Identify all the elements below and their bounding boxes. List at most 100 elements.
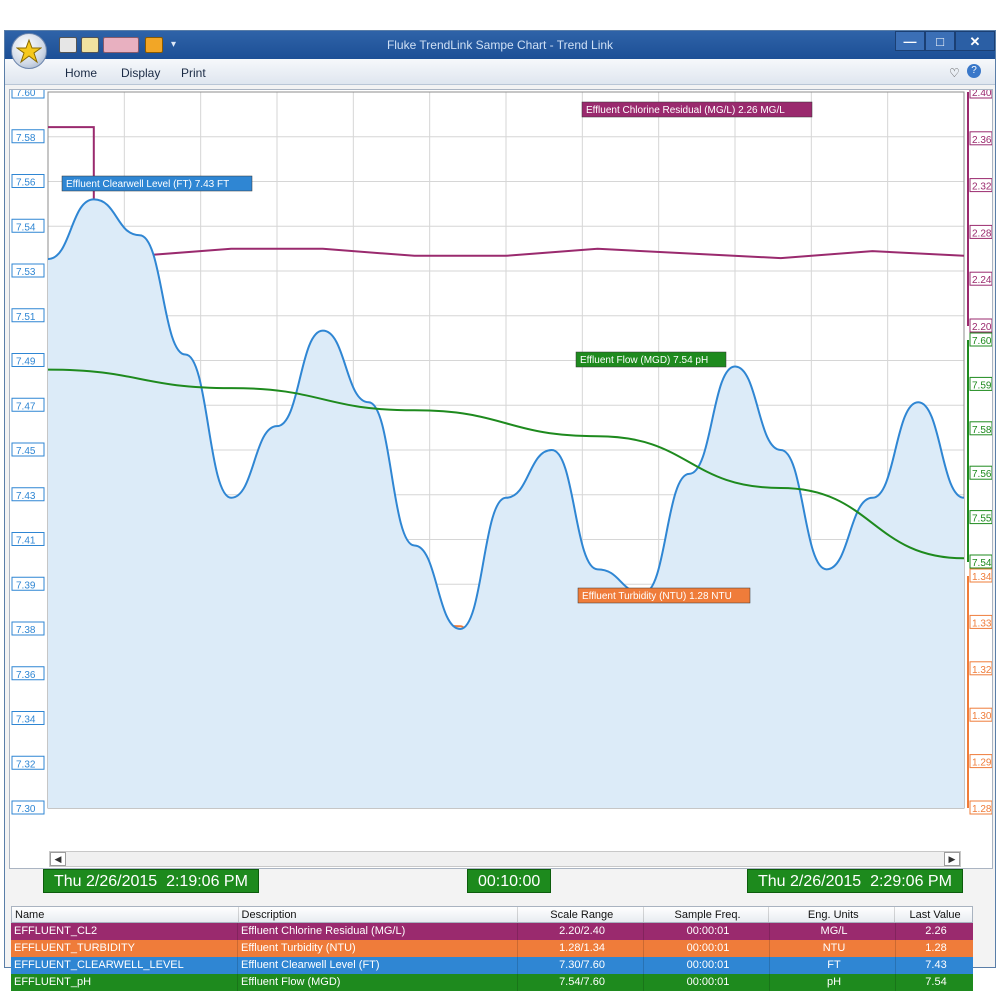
ribbon-menu: Home Display Print ♡ ? xyxy=(5,59,995,85)
help-icon[interactable]: ? xyxy=(967,64,981,78)
cell-scale-range: 7.54/7.60 xyxy=(518,974,644,991)
star-logo-icon xyxy=(16,38,42,64)
cell-sample-freq: 00:00:01 xyxy=(644,974,770,991)
cell-scale-range: 2.20/2.40 xyxy=(518,923,644,940)
cell-scale-range: 7.30/7.60 xyxy=(518,957,644,974)
clearwell-level-area xyxy=(48,199,964,809)
left-axis-tick-label: 7.34 xyxy=(16,715,36,726)
quick-access-icon-2[interactable] xyxy=(81,37,99,53)
cell-sample-freq: 00:00:01 xyxy=(644,957,770,974)
cell-description: Effluent Chlorine Residual (MG/L) xyxy=(238,923,518,940)
pen-table-header: Name Description Scale Range Sample Freq… xyxy=(11,906,973,923)
right-axis-tick-label-flow: 7.60 xyxy=(972,336,992,347)
header-scale-range[interactable]: Scale Range xyxy=(518,907,644,922)
left-axis-tick-box xyxy=(11,442,45,457)
table-row[interactable]: EFFLUENT_CL2 Effluent Chlorine Residual … xyxy=(11,923,973,940)
left-axis-tick-box xyxy=(11,576,45,591)
series-line xyxy=(47,368,965,560)
right-axis-tick-label-turb: 1.28 xyxy=(972,804,992,815)
end-time-box[interactable]: Thu 2/26/2015 2:29:06 PM xyxy=(747,869,963,893)
scroll-right-button[interactable]: ▶ xyxy=(944,852,960,866)
menu-home[interactable]: Home xyxy=(65,66,98,80)
right-axis-tick-label-cl2: 2.28 xyxy=(972,228,992,239)
right-axis-tick-label-cl2: 2.32 xyxy=(972,182,992,193)
cell-eng-units: MG/L xyxy=(770,923,896,940)
start-time-box[interactable]: Thu 2/26/2015 2:19:06 PM xyxy=(43,869,259,893)
left-axis-tick-box xyxy=(11,532,45,546)
header-last-value[interactable]: Last Value xyxy=(909,909,961,921)
left-axis-tick-box xyxy=(11,353,45,367)
cell-sample-freq: 00:00:01 xyxy=(644,923,770,940)
time-span-box[interactable]: 00:10:00 xyxy=(467,869,552,893)
minimize-button[interactable]: — xyxy=(895,31,925,51)
cell-sample-freq: 00:00:01 xyxy=(644,940,770,957)
left-axis-tick-label: 7.32 xyxy=(16,759,36,770)
series-label-flow: Effluent Flow (MGD) 7.54 pH xyxy=(580,355,708,366)
cell-name: EFFLUENT_pH xyxy=(11,974,238,991)
left-axis-tick-label: 7.39 xyxy=(16,580,36,591)
cell-name: EFFLUENT_CLEARWELL_LEVEL xyxy=(11,957,238,974)
cell-description: Effluent Clearwell Level (FT) xyxy=(238,957,518,974)
left-axis-tick-box xyxy=(11,218,45,233)
left-axis-tick-label: 7.51 xyxy=(16,312,36,323)
left-axis-tick-label: 7.45 xyxy=(16,446,36,457)
title-bar: ▾ Fluke TrendLink Sampe Chart - Trend Li… xyxy=(5,31,995,69)
left-axis-tick-box xyxy=(11,666,45,681)
left-axis-tick-box xyxy=(11,129,45,144)
header-name[interactable]: Name xyxy=(12,907,239,922)
quick-access-icon-3[interactable] xyxy=(103,37,139,53)
trend-chart[interactable]: 7.60 7.58 7.56 7.54 7.53 7.51 7.49 7.47 7.45 7.43… xyxy=(9,84,993,869)
right-axis-tick-label-flow: 7.58 xyxy=(972,425,992,436)
quick-access-icon-4[interactable] xyxy=(145,37,163,53)
series-label-cl2: Effluent Chlorine Residual (MG/L) 2.26 M… xyxy=(586,105,785,116)
menu-display[interactable]: Display xyxy=(121,66,161,80)
cell-eng-units: FT xyxy=(770,957,896,974)
right-axis-tick-label-flow: 7.54 xyxy=(972,558,992,569)
left-axis-tick-box xyxy=(11,263,45,278)
left-axis-tick-box xyxy=(11,174,45,188)
right-axis-tick-label-turb: 1.33 xyxy=(972,618,992,629)
left-axis-tick-label: 7.47 xyxy=(16,401,36,412)
left-axis-tick-label: 7.30 xyxy=(16,804,36,815)
left-axis-tick-box xyxy=(11,397,45,412)
close-button[interactable]: ✕ xyxy=(955,31,995,51)
cell-scale-range: 1.28/1.34 xyxy=(518,940,644,957)
series-label-box-cl2 xyxy=(581,101,813,118)
heart-icon[interactable]: ♡ xyxy=(949,66,960,80)
trend-chart-svg: 7.60 7.58 7.56 7.54 7.53 7.51 7.49 7.47 7.45 7.43… xyxy=(11,84,993,815)
header-eng-units[interactable]: Eng. Units xyxy=(769,907,896,922)
cell-eng-units: NTU xyxy=(770,940,896,957)
pen-table: Name Description Scale Range Sample Freq… xyxy=(11,906,973,991)
cell-eng-units: pH xyxy=(770,974,896,991)
left-axis-tick-label: 7.43 xyxy=(16,491,36,502)
cell-description: Effluent Turbidity (NTU) xyxy=(238,940,518,957)
right-axis-tick-label-cl2: 2.20 xyxy=(972,322,992,333)
series-line xyxy=(47,198,965,631)
right-axis-tick-label-cl2: 2.40 xyxy=(972,90,992,99)
header-sample-freq[interactable]: Sample Freq. xyxy=(644,907,770,922)
right-axis-tick-label-cl2: 2.36 xyxy=(972,135,992,146)
quick-access-icon-1[interactable] xyxy=(59,37,77,53)
table-row[interactable]: EFFLUENT_TURBIDITY Effluent Turbidity (N… xyxy=(11,940,973,957)
time-scrollbar[interactable]: ◀ ▶ xyxy=(49,851,961,867)
trendlink-window: ▾ Fluke TrendLink Sampe Chart - Trend Li… xyxy=(4,30,996,991)
scroll-left-button[interactable]: ◀ xyxy=(50,852,66,866)
menu-print[interactable]: Print xyxy=(181,66,206,80)
left-axis-tick-box xyxy=(11,621,45,636)
maximize-button[interactable]: □ xyxy=(925,31,955,51)
cell-last-value: 7.43 xyxy=(925,959,947,971)
table-row[interactable]: EFFLUENT_pH Effluent Flow (MGD) 7.54/7.6… xyxy=(11,974,973,991)
app-menu-button[interactable] xyxy=(11,33,47,69)
cell-description: Effluent Flow (MGD) xyxy=(238,974,518,991)
table-row[interactable]: EFFLUENT_CLEARWELL_LEVEL Effluent Clearw… xyxy=(11,957,973,974)
left-axis-tick-label: 7.60 xyxy=(16,90,36,99)
customize-toolbar-icon[interactable]: ▾ xyxy=(171,39,177,50)
series-label-box-level xyxy=(61,175,253,192)
right-axis-tick-label-cl2: 2.24 xyxy=(972,275,992,286)
right-axis-tick-label-flow: 7.55 xyxy=(972,514,992,525)
right-axis-tick-label-turb: 1.30 xyxy=(972,711,992,722)
header-description[interactable]: Description xyxy=(239,907,518,922)
left-axis-tick-label: 7.49 xyxy=(16,357,36,368)
window-title: Fluke TrendLink Sampe Chart - Trend Link xyxy=(386,38,614,52)
series-label-turb: Effluent Turbidity (NTU) 1.28 NTU xyxy=(582,591,732,602)
